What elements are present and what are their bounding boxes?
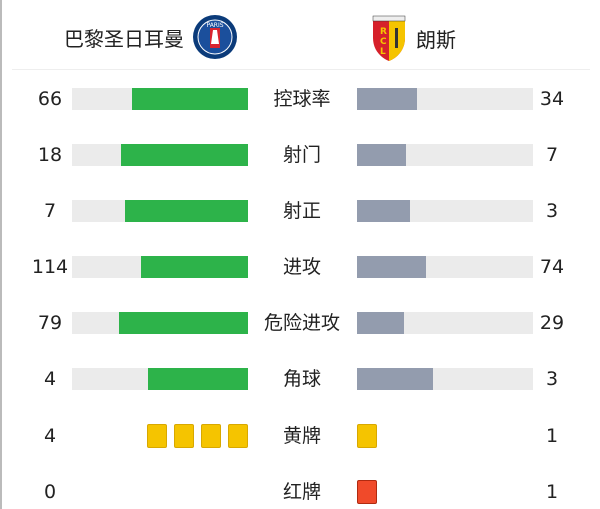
home-team[interactable]: 巴黎圣日耳曼 PARIS [64,14,238,60]
home-bar-track [72,88,248,110]
home-bar-track [72,144,248,166]
away-bar-fill [357,368,433,390]
svg-text:C: C [380,37,387,47]
card-icon [228,424,248,448]
away-value: 7 [545,144,559,166]
away-bar-fill [357,144,407,166]
home-bar-track [72,200,248,222]
home-value: 0 [43,481,57,503]
away-bar-track [357,312,533,334]
card-icon [201,424,221,448]
home-value: 66 [37,88,63,110]
stat-label: 红牌 [282,481,321,503]
away-bar-track [357,368,533,390]
rcl-logo-icon: RCL [372,15,406,61]
away-bar-fill [357,256,427,278]
away-bar-fill [357,88,417,110]
away-team-name: 朗斯 [416,27,456,52]
svg-text:L: L [380,47,386,57]
svg-text:PARIS: PARIS [206,22,223,29]
stat-row: 79 危险进攻 29 [2,311,600,335]
stat-label: 黄牌 [282,425,321,447]
stat-row: 18 射门 7 [2,143,600,167]
away-bar-track [357,256,533,278]
home-bar-fill [131,88,248,110]
away-cards [357,480,377,504]
home-bar-track [72,312,248,334]
stat-label: 进攻 [282,256,321,278]
home-bar-fill [141,256,248,278]
stat-row: 4 角球 3 [2,367,600,391]
stat-row: 114 进攻 74 [2,255,600,279]
stat-row: 7 射正 3 [2,199,600,223]
home-bar-track [72,368,248,390]
away-value: 3 [545,368,559,390]
away-bar-track [357,88,533,110]
away-bar-track [357,144,533,166]
stat-row: 66 控球率 34 [2,87,600,111]
home-bar-fill [124,200,248,222]
stat-label: 角球 [282,368,321,390]
card-icon [357,480,377,504]
divider [12,69,590,70]
stat-label: 射正 [282,200,321,222]
home-value: 7 [43,200,57,222]
away-value: 29 [539,312,565,334]
away-bar-fill [357,200,410,222]
card-row: 0 红牌 1 [2,480,600,504]
home-cards [147,424,248,448]
card-row: 4 黄牌 1 [2,424,600,448]
svg-text:R: R [380,27,387,37]
psg-logo-icon: PARIS [193,15,237,59]
home-bar-track [72,256,248,278]
away-bar-track [357,200,533,222]
home-value: 4 [43,425,57,447]
away-cards [357,424,377,448]
away-value: 1 [545,425,559,447]
stat-label: 控球率 [273,88,331,110]
home-value: 18 [37,144,63,166]
home-value: 114 [31,256,69,278]
card-icon [174,424,194,448]
home-value: 79 [37,312,63,334]
card-icon [357,424,377,448]
away-value: 34 [539,88,565,110]
home-bar-fill [147,368,248,390]
away-value: 3 [545,200,559,222]
home-bar-fill [121,144,248,166]
stat-label: 危险进攻 [263,312,340,334]
away-bar-fill [357,312,405,334]
card-icon [147,424,167,448]
home-bar-fill [119,312,248,334]
away-value: 1 [545,481,559,503]
stat-label: 射门 [282,144,321,166]
away-value: 74 [539,256,565,278]
home-value: 4 [43,368,57,390]
home-team-name: 巴黎圣日耳曼 [64,26,184,51]
